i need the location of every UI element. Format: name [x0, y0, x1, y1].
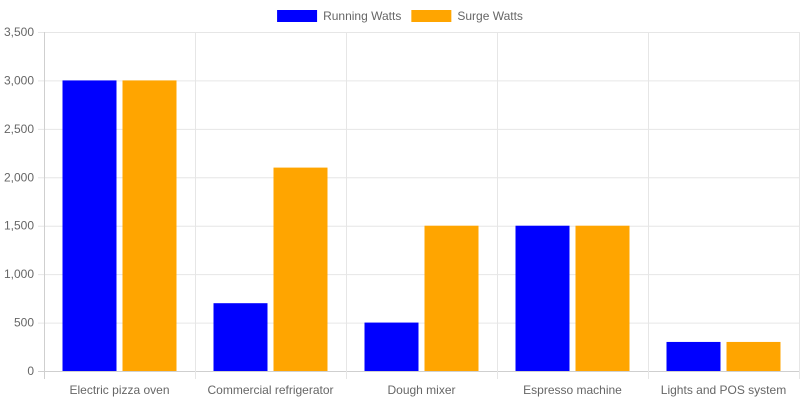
x-tick-label: Electric pizza oven [69, 383, 169, 397]
legend-swatch [411, 10, 452, 22]
x-tick-label: Lights and POS system [661, 383, 786, 397]
legend-swatch [277, 10, 318, 22]
x-tick-label: Dough mixer [387, 383, 455, 397]
y-tick-label: 2,500 [4, 122, 34, 136]
x-tick-label: Commercial refrigerator [207, 383, 333, 397]
bar-running-watts[interactable] [62, 80, 117, 371]
y-tick-label: 500 [14, 316, 34, 330]
bars [62, 80, 781, 371]
y-tick-label: 0 [27, 364, 34, 378]
y-tick-label: 3,500 [4, 25, 34, 39]
bar-running-watts[interactable] [666, 341, 721, 371]
bar-surge-watts[interactable] [575, 225, 630, 371]
bar-surge-watts[interactable] [122, 80, 177, 371]
bar-running-watts[interactable] [515, 225, 570, 371]
bar-surge-watts[interactable] [726, 341, 781, 371]
bar-surge-watts[interactable] [424, 225, 479, 371]
y-tick-label: 3,000 [4, 73, 34, 87]
y-tick-label: 2,000 [4, 170, 34, 184]
legend: Running Watts Surge Watts [277, 9, 523, 23]
bar-surge-watts[interactable] [273, 167, 328, 371]
legend-item-surge-watts[interactable]: Surge Watts [411, 9, 523, 23]
y-tick-label: 1,500 [4, 219, 34, 233]
bar-running-watts[interactable] [364, 322, 419, 371]
y-tick-label: 1,000 [4, 267, 34, 281]
legend-item-running-watts[interactable]: Running Watts [277, 9, 401, 23]
legend-label: Surge Watts [457, 9, 523, 23]
legend-label: Running Watts [323, 9, 401, 23]
axes: 0 500 1,000 1,500 2,000 2,500 3,000 3,500 Electr… [4, 25, 786, 397]
x-tick-label: Espresso machine [523, 383, 622, 397]
bar-running-watts[interactable] [213, 303, 268, 371]
